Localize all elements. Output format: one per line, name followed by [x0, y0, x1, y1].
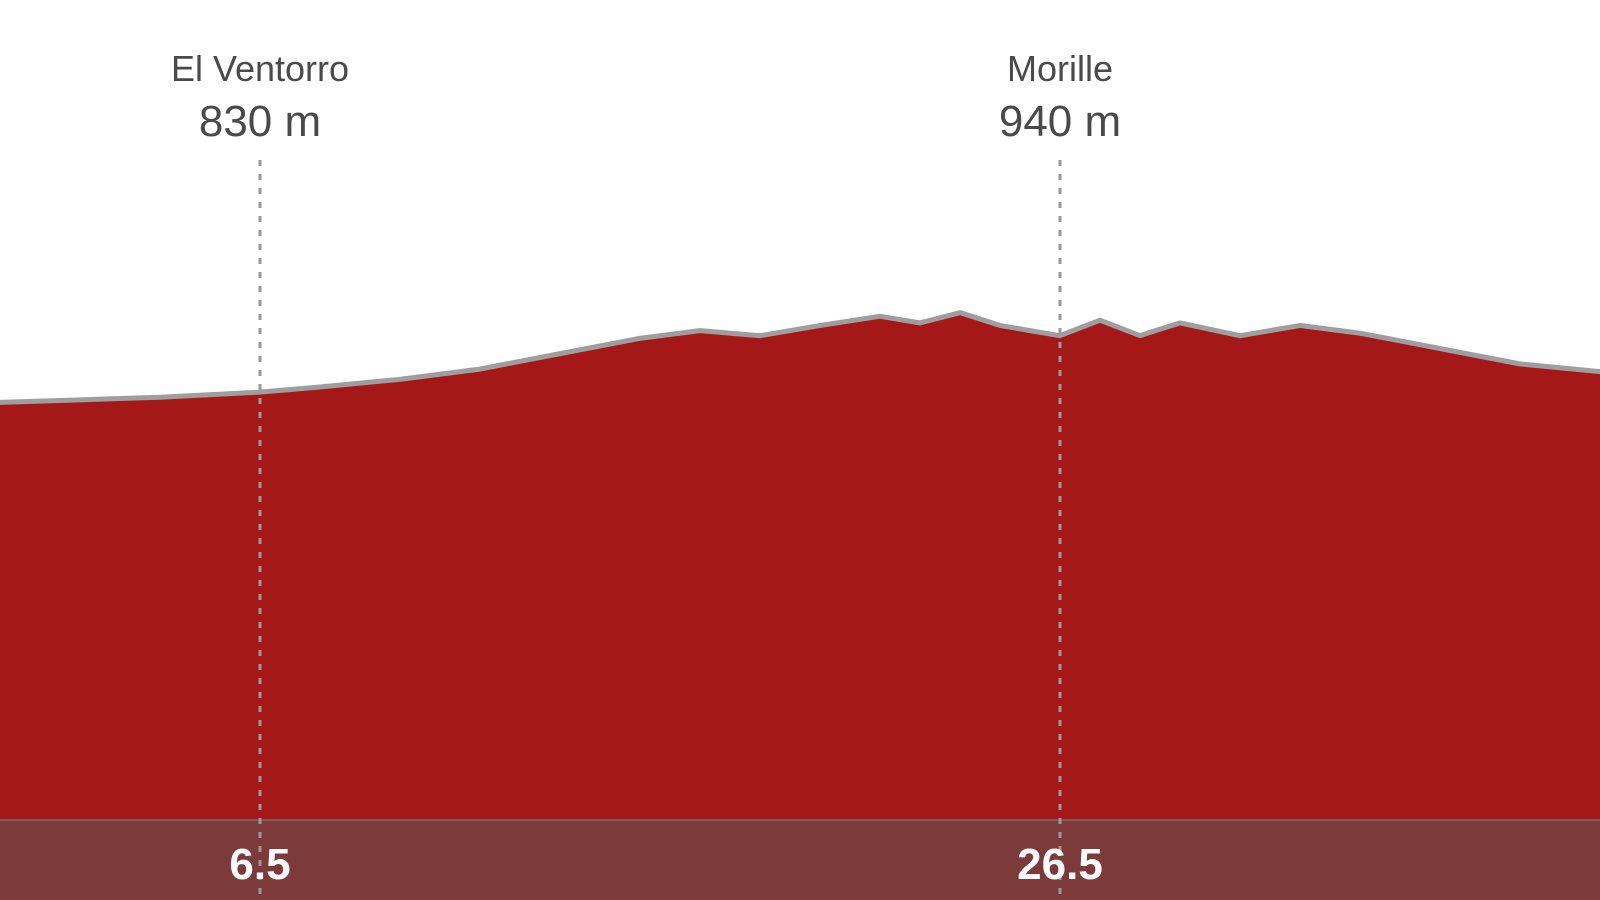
marker-label: El Ventorro 830 m: [171, 48, 349, 148]
marker-km: 26.5: [1017, 840, 1103, 890]
marker-label: Morille 940 m: [999, 48, 1121, 148]
marker-km: 6.5: [229, 840, 290, 890]
elevation-profile-chart: El Ventorro 830 m 6.5 Morille 940 m 26.5: [0, 0, 1600, 900]
marker-name: Morille: [999, 48, 1121, 89]
marker-name: El Ventorro: [171, 48, 349, 89]
marker-elevation: 830 m: [171, 97, 349, 148]
marker-elevation: 940 m: [999, 97, 1121, 148]
